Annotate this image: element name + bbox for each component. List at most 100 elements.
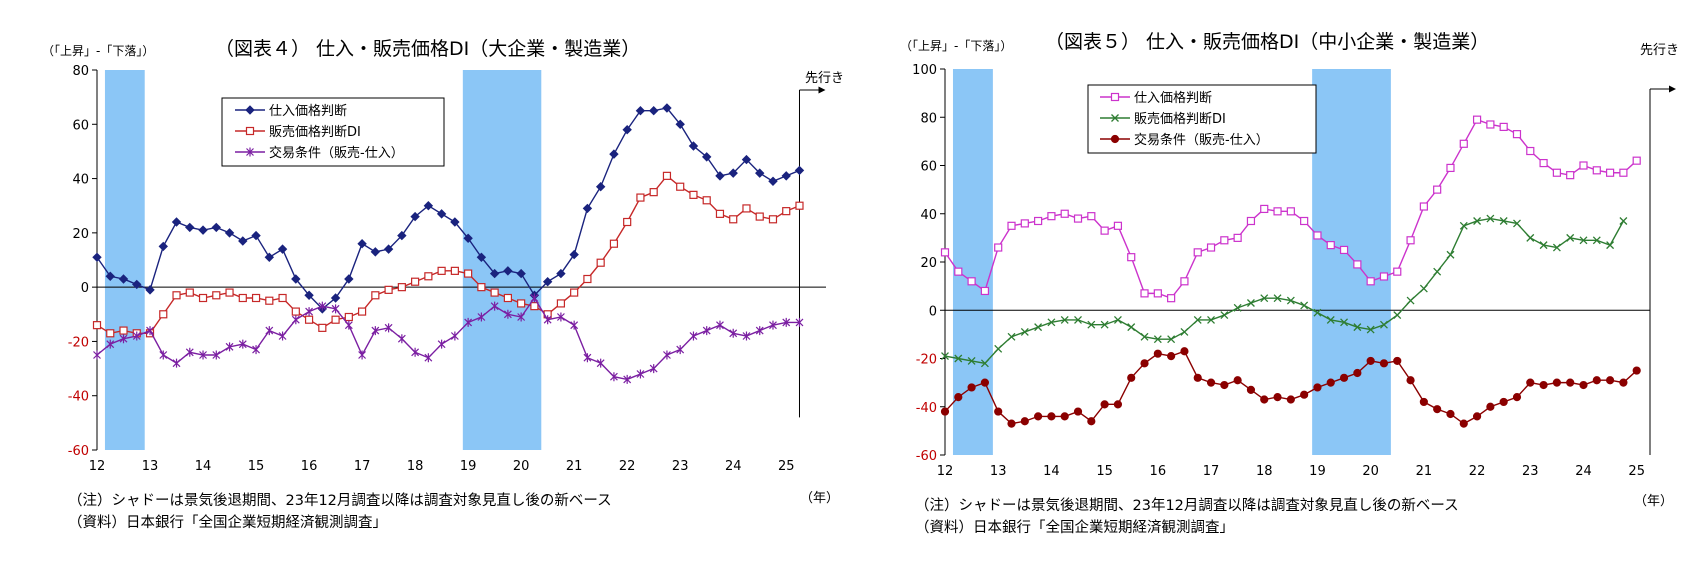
chart-right-series-1-point-11 — [1087, 320, 1096, 329]
chart-left-series-2-point-41 — [636, 369, 645, 379]
chart-right-series-2-point-47 — [1566, 378, 1575, 387]
chart-right-series-0-point-41 — [1486, 120, 1495, 129]
chart-left-series-2-point-36 — [570, 320, 579, 330]
chart-left-y-tick-label-1: 60 — [72, 118, 89, 133]
chart-right-series-1-point-22 — [1233, 303, 1242, 312]
chart-left-series-0-point-47 — [715, 171, 725, 181]
chart-left-series-0-point-50 — [755, 168, 765, 178]
chart-left-series-2-point-45 — [689, 331, 698, 341]
chart-left-series-0-point-6 — [171, 217, 182, 227]
chart-right-y-tick-labels: 100 80 60 40 20 0 -20 -40 -60 — [912, 63, 937, 464]
chart-left-series-0-point-0 — [92, 252, 102, 262]
chart-right-x-tick-label-4: 16 — [1150, 464, 1167, 479]
chart-right-series-2-point-52 — [1632, 366, 1641, 375]
chart-left-series-1-point-53 — [795, 201, 804, 210]
chart-left-series-2-point-8 — [199, 350, 207, 360]
chart-left-series-2-point-53 — [795, 317, 804, 327]
chart-right-series-0-point-49 — [1592, 166, 1601, 175]
chart-right-series-1-point-16 — [1153, 335, 1162, 344]
chart-right-series-0-point-19 — [1193, 248, 1202, 257]
chart-left-series — [92, 103, 805, 384]
chart-right-series-0-point-15 — [1140, 289, 1149, 298]
chart-left-series-1-point-11 — [238, 293, 247, 303]
chart-left-series-0-point-43 — [662, 103, 672, 113]
chart-right-series-0-point-45 — [1539, 158, 1548, 168]
chart-right-series-1-point-1 — [954, 354, 963, 363]
chart-left-series-2-point-1 — [106, 339, 115, 349]
chart-right-y-tick-label-2: 60 — [920, 160, 937, 175]
chart-left-series-2-point-49 — [742, 331, 751, 341]
chart-right-series-1-point-48 — [1579, 236, 1588, 245]
chart-right-series-2-point-40 — [1472, 412, 1482, 421]
chart-right-y-tick-label-4: 20 — [920, 256, 937, 271]
chart-left-series-0-point-32 — [516, 268, 526, 279]
chart-left-series-2-point-21 — [371, 326, 380, 336]
chart-left-series-1-point-17 — [318, 323, 327, 332]
chart-right-series-2-point-11 — [1087, 417, 1096, 426]
chart-right-y-tick-label-1: 80 — [920, 111, 937, 126]
chart-left-series-0-point-22 — [383, 244, 394, 254]
chart-right-series-1-point-37 — [1433, 267, 1442, 276]
chart-right-series-0-point-9 — [1060, 209, 1069, 218]
chart-right-series-0-point-37 — [1433, 185, 1442, 194]
chart-left-series-2-point-30 — [490, 301, 499, 311]
chart-right-x-tick-label-6: 18 — [1256, 464, 1273, 479]
chart-right-series-1-point-3 — [980, 359, 989, 368]
chart-left-series-0-point-45 — [688, 141, 699, 151]
chart-left-series-2-point-22 — [384, 323, 393, 333]
chart-left: （図表４） 仕入・販売価格DI（大企業・製造業） （「上昇」-「下落」） 80 6… — [42, 38, 844, 506]
chart-right-series-2-point-2 — [967, 383, 976, 392]
chart-left-series-1-point-47 — [715, 209, 725, 218]
chart-right-series-1-point-38 — [1446, 250, 1455, 259]
chart-left-series-2-point-12 — [252, 345, 260, 355]
chart-right-series-2-point-48 — [1579, 380, 1588, 390]
chart-right-y-tick-label-3: 40 — [920, 208, 937, 223]
chart-right-series-1-point-12 — [1100, 320, 1109, 329]
chart-left-x-tick-label-11: 23 — [672, 459, 689, 474]
chart-right-series-1-point-47 — [1566, 233, 1575, 242]
chart-right-series-1-point-40 — [1473, 217, 1482, 225]
chart-right-x-tick-label-2: 14 — [1043, 464, 1060, 479]
chart-left-series-1-point-45 — [689, 190, 698, 199]
chart-right-series-1-point-28 — [1313, 308, 1322, 317]
chart-left-series-0-point-51 — [768, 176, 778, 186]
chart-left-y-tick-label-6: -40 — [68, 390, 89, 405]
chart-right-y-tick-label-5: 0 — [929, 304, 937, 319]
chart-right-series-1-point-32 — [1366, 325, 1375, 334]
chart-right-series-2-point-12 — [1100, 400, 1109, 409]
chart-right-series-0-point-32 — [1366, 277, 1375, 286]
chart-right-series-2-point-3 — [980, 378, 990, 387]
chart-right-series-1-point-4 — [994, 344, 1003, 353]
chart-left-series-1-point-9 — [212, 291, 221, 300]
chart-left-recession-shade-0 — [104, 70, 145, 450]
chart-right-series-0-point-48 — [1579, 161, 1588, 170]
chart-right-series-2-point-25 — [1273, 393, 1282, 402]
chart-left-x-tick-label-9: 21 — [566, 459, 583, 474]
chart-left-series-1-point-8 — [198, 293, 208, 303]
chart-right-series-1-point-45 — [1539, 241, 1548, 250]
chart-left-series-2-point-0 — [93, 350, 101, 360]
chart-right-series-0-point-2 — [967, 277, 976, 286]
chart-right-series — [940, 115, 1641, 428]
chart-right-series-1-point-36 — [1419, 284, 1428, 293]
chart-left-series-2-point-39 — [610, 372, 618, 382]
chart-left-series-1-point-32 — [517, 299, 526, 308]
chart-left-series-0-point-34 — [542, 277, 553, 287]
chart-left-series-1-point-28 — [464, 269, 473, 278]
chart-left-series-2-point-42 — [649, 364, 658, 374]
chart-left-x-tick-label-10: 22 — [619, 459, 636, 474]
chart-right-series-0-point-13 — [1113, 221, 1123, 230]
chart-left-series-0-point-25 — [423, 201, 434, 211]
chart-right-series-1-line — [944, 217, 1625, 365]
chart-right-x-tick-labels: 12 13 14 15 16 17 18 19 20 21 22 23 24 25 — [937, 464, 1645, 479]
chart-right-series-2-point-22 — [1233, 376, 1242, 385]
chart-right-series-1-point-25 — [1273, 294, 1282, 303]
note-left-1: （注）シャドーは景気後退期間、23年12月調査以降は調査対象見直し後の新ベース — [68, 492, 612, 509]
chart-right-series-2-line — [944, 350, 1638, 425]
chart-right-series-0-point-21 — [1220, 236, 1229, 245]
chart-left-x-tick-label-4: 16 — [301, 459, 318, 474]
chart-right-series-2-point-19 — [1193, 373, 1202, 382]
chart-right-series-1-point-14 — [1127, 323, 1136, 332]
chart-left-series-0-point-40 — [622, 125, 632, 135]
chart-right-series-1-point-34 — [1393, 311, 1402, 320]
